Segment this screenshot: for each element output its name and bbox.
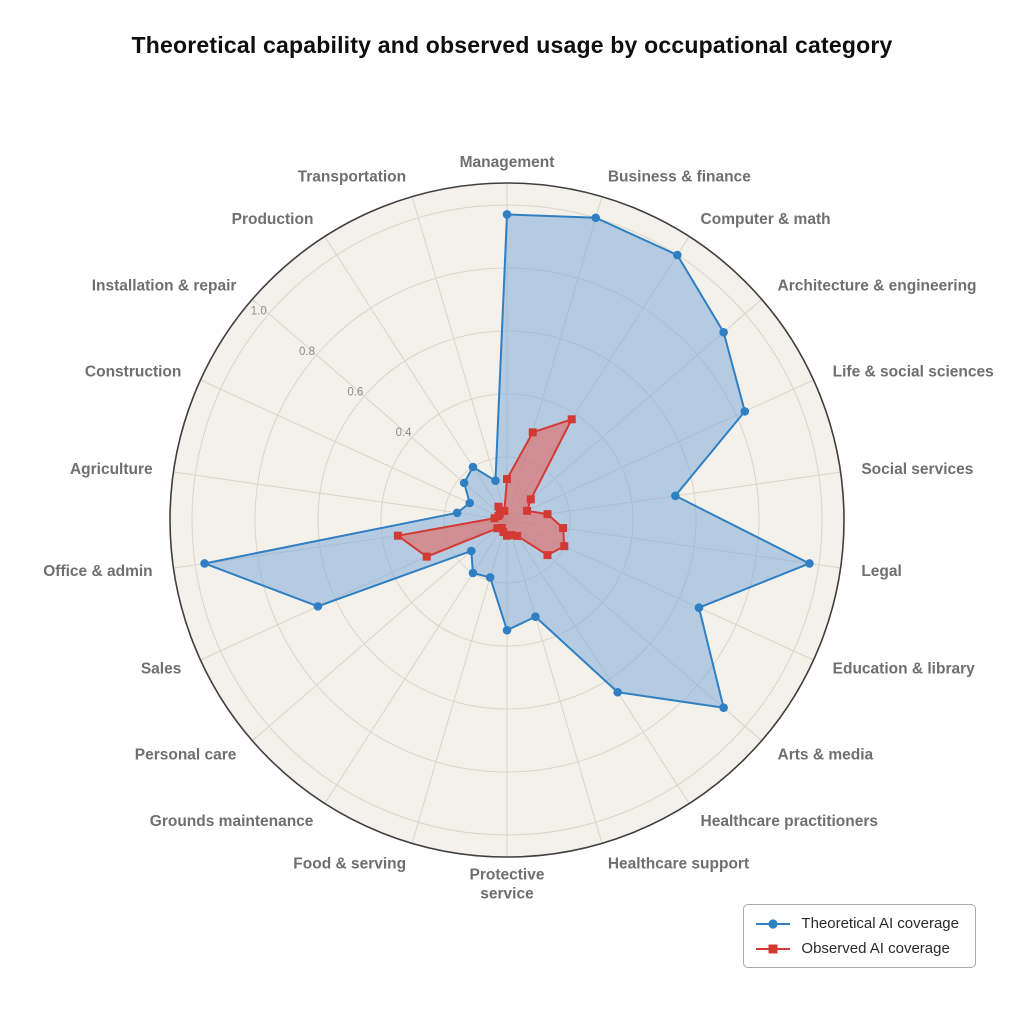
radial-tick-label: 0.6 (347, 387, 363, 399)
data-point-circle (694, 603, 704, 612)
data-point-circle (591, 213, 601, 223)
data-point-circle (468, 568, 478, 578)
category-label: Transportation (298, 168, 407, 185)
data-point-circle (313, 602, 323, 611)
data-point-square (507, 531, 516, 540)
data-point-square (499, 528, 508, 537)
category-label: Architecture & engineering (778, 277, 977, 294)
legend-marker-circle-icon (756, 918, 791, 929)
data-point-circle (502, 625, 512, 635)
chart-title: Theoretical capability and observed usag… (131, 32, 893, 58)
category-label: Sales (141, 660, 182, 677)
category-label: Healthcare support (608, 855, 749, 872)
data-point-circle (452, 508, 462, 518)
data-point-square (523, 506, 532, 515)
grid-spoke (251, 519, 508, 742)
radial-tick-label: 1.0 (251, 306, 267, 318)
data-point-circle (531, 612, 540, 622)
legend-item-observed: Observed AI coverage (754, 940, 959, 957)
data-point-circle (491, 476, 500, 486)
category-label: Computer & math (701, 210, 831, 227)
data-point-square (567, 415, 576, 424)
legend-marker-square-icon (756, 944, 791, 953)
data-point-circle (465, 498, 475, 508)
data-point-circle (671, 491, 680, 501)
category-label: Agriculture (70, 461, 153, 478)
data-point-square (393, 531, 402, 540)
category-label: Social services (861, 461, 973, 478)
category-label: Legal (861, 562, 901, 579)
data-point-square (493, 524, 502, 533)
data-point-square (560, 542, 569, 551)
category-label: Office & admin (43, 562, 152, 579)
data-point-square (422, 552, 431, 561)
data-point-circle (468, 462, 478, 472)
category-label: Education & library (833, 660, 975, 677)
legend-label-observed: Observed AI coverage (801, 940, 950, 957)
category-label: Food & serving (293, 855, 406, 872)
data-point-circle (673, 250, 682, 260)
data-point-circle (805, 559, 814, 568)
data-point-square (559, 524, 568, 533)
category-label: Healthcare practitioners (701, 813, 878, 830)
category-label: Arts & media (778, 746, 874, 763)
grid-spoke (173, 471, 508, 521)
radial-tick-label: 0.8 (299, 346, 315, 358)
data-point-circle (719, 703, 728, 713)
data-point-circle (613, 687, 622, 697)
category-label: Protective service (470, 866, 545, 902)
category-label: Life & social sciences (833, 363, 994, 380)
grid-spoke (411, 196, 508, 521)
data-point-square (543, 510, 552, 519)
legend-label-theoretical: Theoretical AI coverage (801, 915, 959, 932)
data-point-circle (740, 407, 750, 416)
data-point-square (503, 475, 511, 484)
legend-item-theoretical: Theoretical AI coverage (754, 915, 959, 932)
outer-circle (169, 182, 845, 858)
category-label: Business & finance (608, 168, 751, 185)
category-label: Installation & repair (92, 277, 237, 294)
category-label: Management (460, 154, 555, 171)
data-point-square (497, 523, 506, 532)
legend: Theoretical AI coverage Observed AI cove… (743, 904, 976, 968)
data-point-square (494, 502, 503, 511)
data-point-circle (502, 210, 512, 219)
data-point-square (495, 509, 504, 518)
data-point-square (513, 531, 522, 540)
data-point-square (528, 428, 537, 437)
grid-spoke (200, 379, 508, 521)
data-point-circle (719, 327, 728, 337)
data-point-circle (466, 546, 476, 556)
category-label: Grounds maintenance (150, 813, 314, 830)
data-point-circle (459, 478, 469, 488)
category-label: Construction (85, 363, 181, 380)
data-point-square (543, 551, 552, 560)
data-point-square (526, 495, 535, 504)
radial-tick-label: 0.4 (396, 427, 413, 439)
data-point-square (500, 506, 509, 515)
data-point-circle (485, 573, 495, 582)
category-label: Production (232, 210, 314, 227)
category-label: Personal care (135, 746, 237, 763)
data-point-circle (200, 559, 209, 568)
